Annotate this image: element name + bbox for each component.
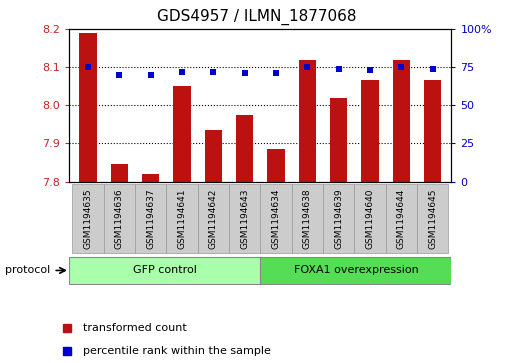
Text: GSM1194645: GSM1194645 [428, 188, 437, 249]
Bar [236, 115, 253, 182]
Point [397, 64, 405, 70]
FancyBboxPatch shape [354, 184, 386, 253]
Text: protocol: protocol [5, 265, 50, 276]
Bar [142, 174, 160, 182]
FancyBboxPatch shape [104, 184, 135, 253]
FancyBboxPatch shape [323, 184, 354, 253]
Text: GFP control: GFP control [133, 265, 197, 276]
Text: GSM1194642: GSM1194642 [209, 188, 218, 249]
FancyBboxPatch shape [135, 184, 166, 253]
Bar [80, 33, 96, 182]
Text: GSM1194636: GSM1194636 [115, 188, 124, 249]
Bar [424, 81, 441, 182]
Point [84, 64, 92, 70]
Bar [111, 164, 128, 182]
FancyBboxPatch shape [292, 184, 323, 253]
Bar [267, 149, 285, 182]
FancyBboxPatch shape [417, 184, 448, 253]
Point [178, 69, 186, 75]
Text: GSM1194644: GSM1194644 [397, 188, 406, 249]
Text: GSM1194641: GSM1194641 [177, 188, 187, 249]
Point [303, 64, 311, 70]
Bar [330, 98, 347, 182]
Bar [393, 60, 410, 182]
Text: GSM1194634: GSM1194634 [271, 188, 281, 249]
FancyBboxPatch shape [261, 184, 292, 253]
Text: GSM1194638: GSM1194638 [303, 188, 312, 249]
FancyBboxPatch shape [72, 184, 104, 253]
Text: GSM1194637: GSM1194637 [146, 188, 155, 249]
Point [209, 69, 218, 75]
Text: GSM1194635: GSM1194635 [84, 188, 92, 249]
Point [272, 70, 280, 76]
Bar [299, 60, 316, 182]
FancyBboxPatch shape [386, 184, 417, 253]
FancyBboxPatch shape [261, 257, 451, 284]
Text: GSM1194639: GSM1194639 [334, 188, 343, 249]
Point [366, 67, 374, 73]
Point [147, 72, 155, 78]
FancyBboxPatch shape [229, 184, 261, 253]
Bar [205, 130, 222, 182]
Text: GDS4957 / ILMN_1877068: GDS4957 / ILMN_1877068 [157, 9, 356, 25]
Text: FOXA1 overexpression: FOXA1 overexpression [293, 265, 418, 276]
FancyBboxPatch shape [166, 184, 198, 253]
Point [241, 70, 249, 76]
Bar [173, 86, 191, 182]
Point [334, 66, 343, 72]
Text: GSM1194643: GSM1194643 [240, 188, 249, 249]
Bar [361, 81, 379, 182]
Point [115, 72, 124, 78]
Text: transformed count: transformed count [83, 323, 187, 333]
Text: GSM1194640: GSM1194640 [365, 188, 374, 249]
Point [428, 66, 437, 72]
FancyBboxPatch shape [198, 184, 229, 253]
Text: percentile rank within the sample: percentile rank within the sample [83, 346, 271, 356]
FancyBboxPatch shape [69, 257, 261, 284]
